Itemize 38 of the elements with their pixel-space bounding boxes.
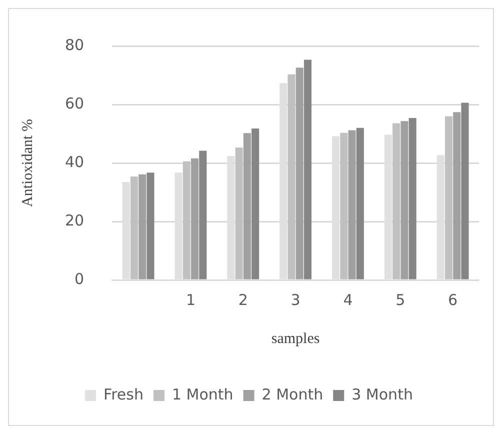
bar <box>182 161 190 280</box>
legend-label: 3 Month <box>352 385 413 404</box>
x-tick-label: 1 <box>186 290 196 309</box>
x-tick-label: 4 <box>343 290 353 309</box>
bar <box>288 74 296 280</box>
y-tick-label: 40 <box>64 152 84 171</box>
bar <box>235 148 243 280</box>
bar <box>138 174 146 280</box>
bar <box>190 158 199 280</box>
legend-label: 1 Month <box>172 385 234 404</box>
x-tick-label: 3 <box>290 290 300 309</box>
bar <box>408 118 416 280</box>
y-tick-label: 20 <box>64 211 84 230</box>
bar <box>461 102 469 280</box>
y-tick-label: 0 <box>74 270 84 288</box>
bar <box>199 150 207 280</box>
legend-label: Fresh <box>104 385 144 404</box>
bar <box>392 123 400 280</box>
y-tick-label: 60 <box>64 94 84 112</box>
bar <box>453 112 461 280</box>
x-tick-label: 2 <box>238 290 248 309</box>
bar <box>146 172 154 280</box>
x-tick-label: 6 <box>448 290 458 309</box>
x-tick-label: 5 <box>396 290 406 309</box>
bar <box>356 128 364 280</box>
bar <box>252 128 260 280</box>
y-tick-label: 80 <box>64 36 84 54</box>
bar <box>304 60 312 280</box>
bar <box>348 130 356 280</box>
bar <box>130 176 138 280</box>
legend-label: 2 Month <box>262 385 324 404</box>
bar <box>243 133 251 280</box>
x-axis-title: samples <box>271 330 320 347</box>
bar <box>296 68 304 280</box>
y-axis-title: Antioxidant % <box>20 119 36 207</box>
bar <box>444 116 453 280</box>
bar <box>340 132 348 280</box>
bar <box>400 121 408 280</box>
